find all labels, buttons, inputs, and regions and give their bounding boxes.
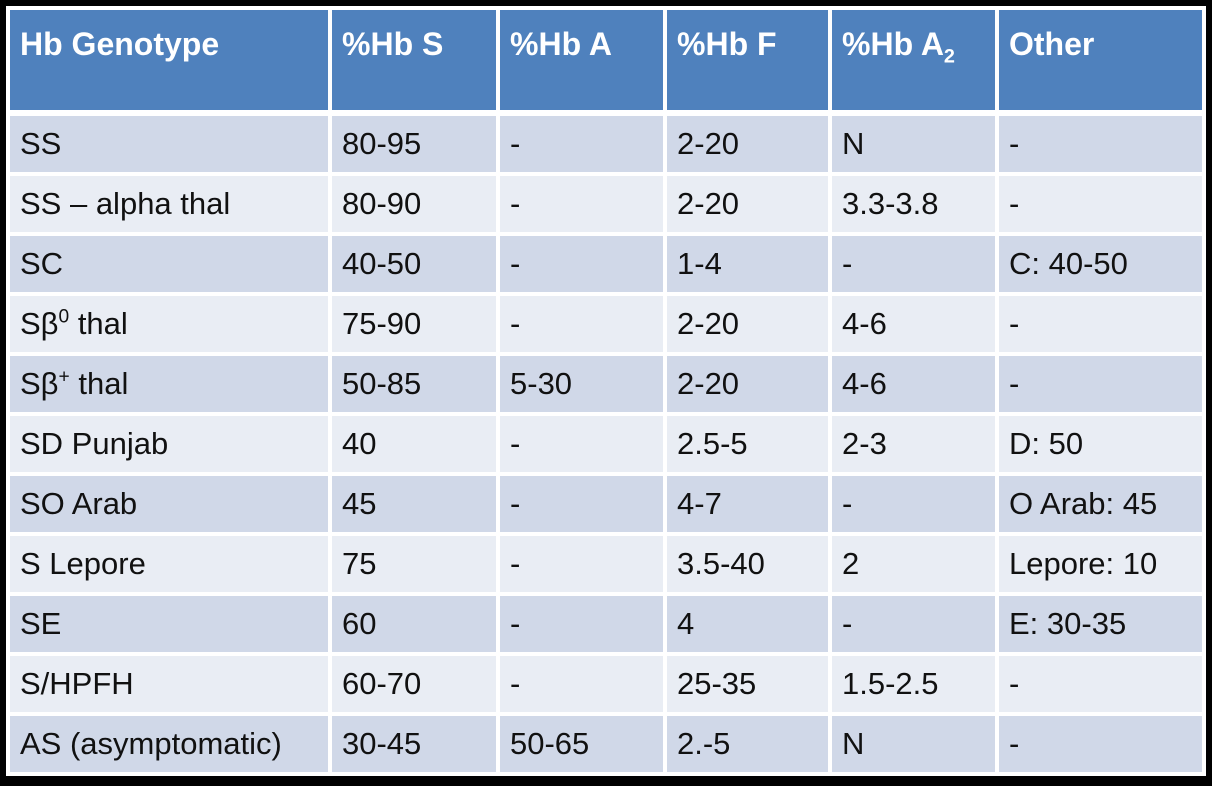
header-cell-col3: %Hb F <box>667 10 828 112</box>
value-cell: 2-20 <box>667 356 828 412</box>
value-cell: - <box>999 296 1202 352</box>
genotype-cell: SS <box>10 116 328 172</box>
genotype-cell: SO Arab <box>10 476 328 532</box>
value-cell: D: 50 <box>999 416 1202 472</box>
value-cell: 75 <box>332 536 496 592</box>
value-cell: - <box>500 296 663 352</box>
value-cell: - <box>832 476 995 532</box>
value-cell: N <box>832 116 995 172</box>
value-cell: 4-6 <box>832 296 995 352</box>
value-cell: - <box>500 176 663 232</box>
value-cell: 2-20 <box>667 176 828 232</box>
genotype-cell: S Lepore <box>10 536 328 592</box>
genotype-cell: SE <box>10 596 328 652</box>
value-cell: 2.5-5 <box>667 416 828 472</box>
genotype-cell: S/HPFH <box>10 656 328 712</box>
value-cell: 4-6 <box>832 356 995 412</box>
table-row: SO Arab 45-4-7- O Arab: 45 <box>10 476 1202 532</box>
table-row: S/HPFH 60-70-25-35 1.5-2.5- <box>10 656 1202 712</box>
value-cell: 3.3-3.8 <box>832 176 995 232</box>
header-cell-col4: %Hb A2 <box>832 10 995 112</box>
value-cell: N <box>832 716 995 772</box>
value-cell: 3.5-40 <box>667 536 828 592</box>
genotype-table: Hb Genotype %Hb S %Hb A %Hb F %Hb A2 Other SS… <box>6 6 1206 776</box>
value-cell: 50-85 <box>332 356 496 412</box>
genotype-cell: SD Punjab <box>10 416 328 472</box>
value-cell: 2 <box>832 536 995 592</box>
value-cell: - <box>500 116 663 172</box>
value-cell: 60-70 <box>332 656 496 712</box>
header-cell-col0: Hb Genotype <box>10 10 328 112</box>
value-cell: - <box>999 356 1202 412</box>
value-cell: 75-90 <box>332 296 496 352</box>
value-cell: 30-45 <box>332 716 496 772</box>
value-cell: - <box>500 416 663 472</box>
header-row: Hb Genotype %Hb S %Hb A %Hb F %Hb A2 Other <box>10 10 1202 112</box>
table-row: S Lepore 75-3.5-40 2 Lepore: 10 <box>10 536 1202 592</box>
table-row: SE 60-4- E: 30-35 <box>10 596 1202 652</box>
value-cell: - <box>500 596 663 652</box>
value-cell: E: 30-35 <box>999 596 1202 652</box>
value-cell: 60 <box>332 596 496 652</box>
value-cell: 45 <box>332 476 496 532</box>
value-cell: 4-7 <box>667 476 828 532</box>
value-cell: 40 <box>332 416 496 472</box>
value-cell: 4 <box>667 596 828 652</box>
value-cell: 1.5-2.5 <box>832 656 995 712</box>
value-cell: 2-20 <box>667 296 828 352</box>
value-cell: 80-90 <box>332 176 496 232</box>
value-cell: 5-30 <box>500 356 663 412</box>
table-row: AS (asymptomatic) 30-45 50-65 2.-5 N - <box>10 716 1202 772</box>
value-cell: - <box>832 236 995 292</box>
value-cell: 2-3 <box>832 416 995 472</box>
value-cell: C: 40-50 <box>999 236 1202 292</box>
table-row: SS 80-95-2-20 N - <box>10 116 1202 172</box>
value-cell: - <box>500 476 663 532</box>
genotype-cell: Sβ+ thal <box>10 356 328 412</box>
genotype-cell: SS – alpha thal <box>10 176 328 232</box>
value-cell: - <box>999 656 1202 712</box>
table-row: SS – alpha thal 80-90-2-20 3.3-3.8- <box>10 176 1202 232</box>
value-cell: 40-50 <box>332 236 496 292</box>
table-row: SC 40-50-1-4- C: 40-50 <box>10 236 1202 292</box>
value-cell: 1-4 <box>667 236 828 292</box>
value-cell: - <box>999 116 1202 172</box>
header-cell-col5: Other <box>999 10 1202 112</box>
value-cell: 2-20 <box>667 116 828 172</box>
value-cell: - <box>500 656 663 712</box>
value-cell: 80-95 <box>332 116 496 172</box>
value-cell: - <box>500 236 663 292</box>
genotype-cell: AS (asymptomatic) <box>10 716 328 772</box>
table-row: Sβ0 thal 75-90-2-20 4-6- <box>10 296 1202 352</box>
table-body: SS 80-95-2-20 N - SS – alpha thal 80-90-2-20 3… <box>10 116 1202 772</box>
value-cell: - <box>500 536 663 592</box>
value-cell: Lepore: 10 <box>999 536 1202 592</box>
header-cell-col1: %Hb S <box>332 10 496 112</box>
value-cell: 25-35 <box>667 656 828 712</box>
genotype-cell: Sβ0 thal <box>10 296 328 352</box>
value-cell: - <box>832 596 995 652</box>
header-cell-col2: %Hb A <box>500 10 663 112</box>
value-cell: O Arab: 45 <box>999 476 1202 532</box>
value-cell: - <box>999 176 1202 232</box>
genotype-cell: SC <box>10 236 328 292</box>
table-row: SD Punjab 40-2.5-5 2-3 D: 50 <box>10 416 1202 472</box>
value-cell: 2.-5 <box>667 716 828 772</box>
value-cell: 50-65 <box>500 716 663 772</box>
value-cell: - <box>999 716 1202 772</box>
table-row: Sβ+ thal 50-85 5-30 2-20 4-6- <box>10 356 1202 412</box>
